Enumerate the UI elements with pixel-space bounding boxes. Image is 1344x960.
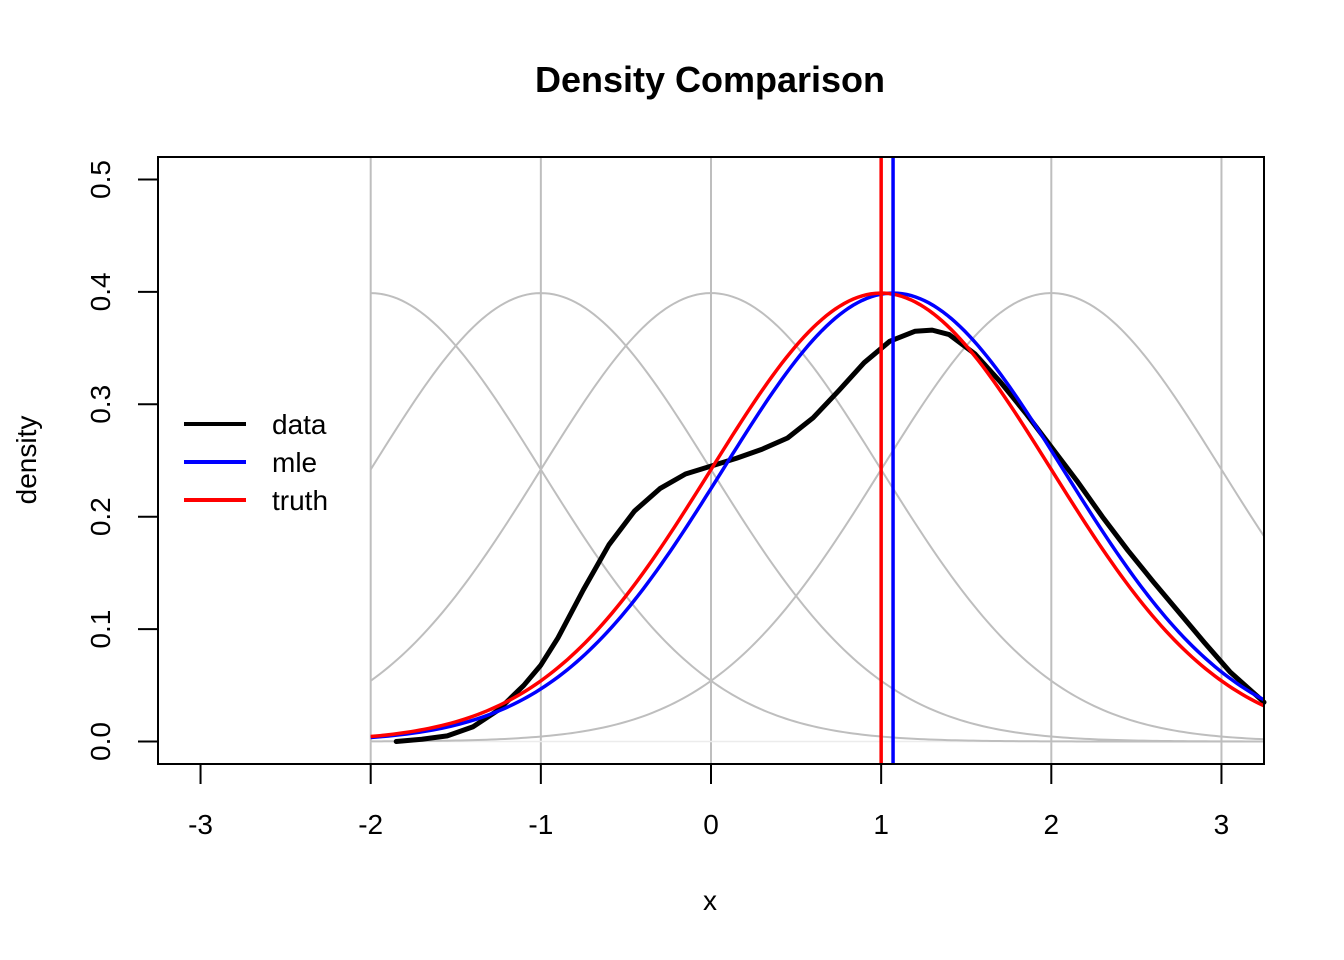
y-tick-label: 0.1 [85,610,116,649]
x-tick-label: 3 [1214,809,1230,840]
legend-label-mle: mle [272,447,317,478]
series-line-mle [370,291,1265,740]
grid-layer [369,157,1264,764]
x-tick-label: -2 [358,809,383,840]
series-line-truth [370,291,1265,739]
legend: data mle truth [184,409,328,516]
x-tick-label: 0 [703,809,719,840]
x-tick-label: 1 [873,809,889,840]
background-normal-curves [369,292,1265,743]
background-normal-curve [370,292,1264,743]
x-tick-label: -1 [528,809,553,840]
background-normal-curve [370,292,1265,738]
x-tick-label: -3 [188,809,213,840]
y-tick-label: 0.4 [85,272,116,311]
background-normal-curve [369,292,1264,743]
series-line-data [393,327,1267,745]
legend-label-truth: truth [272,485,328,516]
series-layer [370,291,1267,745]
y-tick-label: 0.2 [85,497,116,536]
background-normal-curve [370,292,1265,741]
chart-title: Density Comparison [535,59,885,100]
y-tick-label: 0.3 [85,385,116,424]
y-axis-label: density [11,416,42,505]
x-axis-label: x [703,885,717,916]
background-normal-curve [370,292,1265,743]
y-tick-label: 0.0 [85,722,116,761]
vertical-lines [879,157,895,764]
x-tick-label: 2 [1044,809,1060,840]
legend-label-data: data [272,409,327,440]
y-tick-label: 0.5 [85,160,116,199]
y-axis: 0.0 0.1 0.2 0.3 0.4 0.5 [85,160,159,761]
x-axis: -3 -2 -1 0 1 2 3 [188,763,1230,840]
